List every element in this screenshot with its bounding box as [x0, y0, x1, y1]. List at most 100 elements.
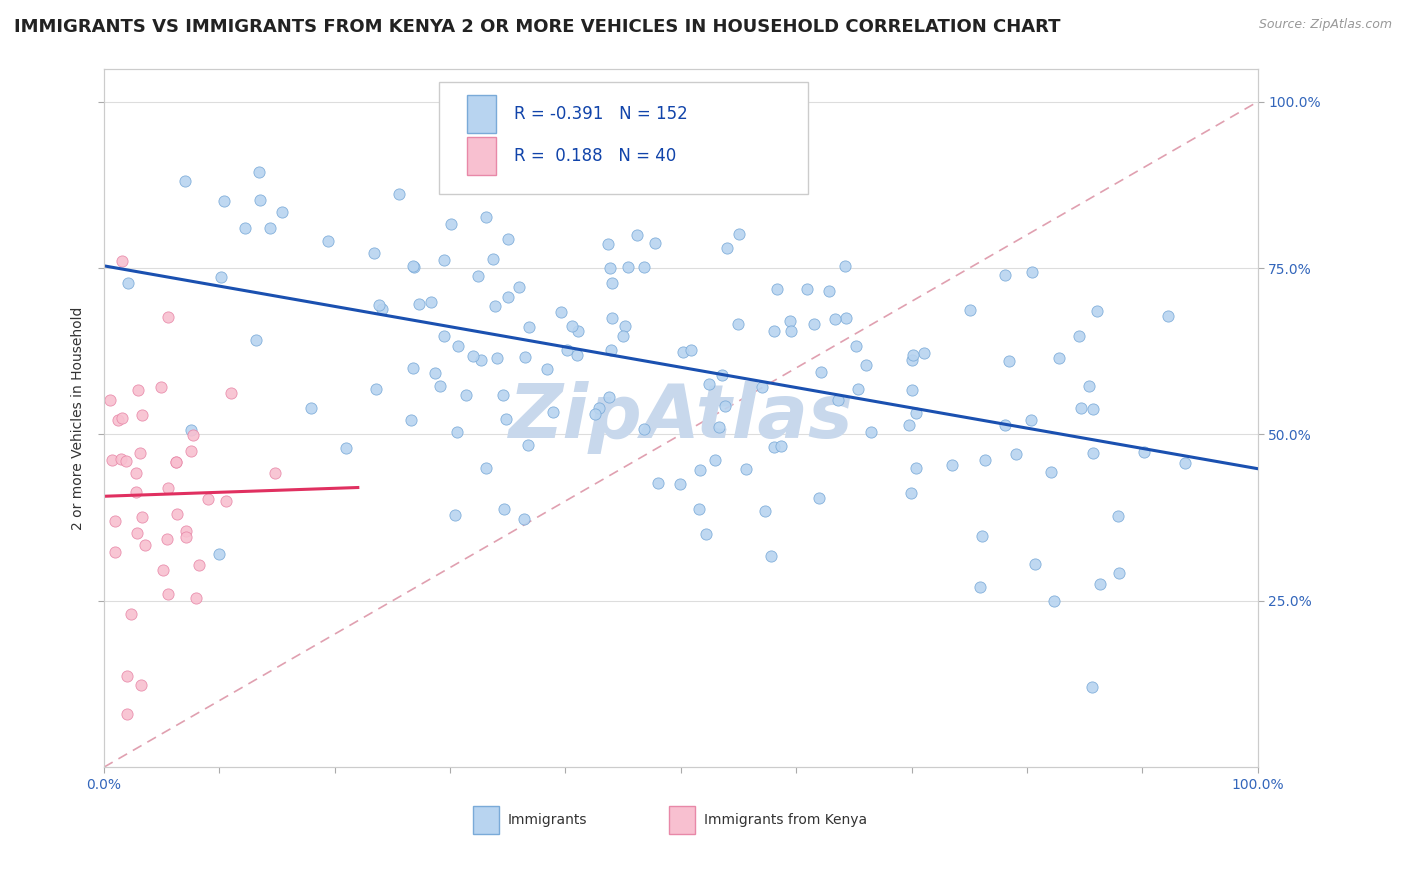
Point — [461, 349, 484, 363]
Point — [688, 502, 710, 516]
Point — [235, 221, 257, 235]
Point — [974, 453, 997, 467]
Point — [107, 413, 129, 427]
Point — [1047, 351, 1070, 365]
Point — [98, 393, 121, 408]
Point — [972, 528, 994, 542]
Point — [249, 194, 271, 208]
Point — [766, 282, 789, 296]
Point — [165, 455, 187, 469]
FancyBboxPatch shape — [474, 805, 499, 833]
Point — [104, 514, 127, 528]
Point — [156, 587, 179, 601]
Point — [818, 284, 841, 298]
Point — [180, 443, 202, 458]
Point — [613, 318, 636, 333]
Point — [904, 406, 927, 420]
Point — [633, 260, 655, 275]
Point — [150, 380, 173, 394]
Point — [174, 174, 197, 188]
FancyBboxPatch shape — [467, 95, 496, 133]
Point — [408, 297, 430, 311]
Point — [270, 205, 292, 219]
Point — [404, 260, 426, 275]
FancyBboxPatch shape — [467, 136, 496, 175]
Point — [513, 511, 536, 525]
Point — [110, 452, 132, 467]
Point — [769, 439, 792, 453]
Point — [131, 510, 153, 524]
Point — [174, 530, 197, 544]
Point — [197, 492, 219, 507]
Point — [941, 458, 963, 472]
Point — [335, 442, 357, 456]
Point — [1085, 303, 1108, 318]
Point — [215, 494, 238, 508]
Point — [617, 260, 640, 274]
Point — [209, 269, 232, 284]
Text: ZipAtlas: ZipAtlas — [509, 382, 853, 454]
Point — [713, 399, 735, 413]
Point — [803, 317, 825, 331]
Point — [174, 524, 197, 539]
Point — [695, 527, 717, 541]
Point — [508, 280, 530, 294]
Point — [600, 276, 623, 290]
Point — [612, 329, 634, 343]
Point — [796, 282, 818, 296]
Point — [496, 232, 519, 246]
Point — [1081, 401, 1104, 416]
Point — [433, 329, 456, 343]
Point — [402, 360, 425, 375]
Point — [572, 162, 595, 177]
Point — [536, 362, 558, 376]
Point — [131, 678, 153, 692]
Point — [1108, 566, 1130, 581]
Y-axis label: 2 or more Vehicles in Household: 2 or more Vehicles in Household — [72, 306, 86, 530]
Point — [859, 425, 882, 439]
Point — [565, 348, 588, 362]
Point — [1081, 681, 1104, 695]
Point — [710, 368, 733, 382]
Point — [567, 324, 589, 338]
Point — [111, 411, 134, 425]
Point — [219, 385, 242, 400]
Text: Immigrants from Kenya: Immigrants from Kenya — [704, 813, 868, 827]
Point — [115, 669, 138, 683]
Point — [388, 186, 411, 201]
Point — [727, 317, 749, 331]
Point — [707, 419, 730, 434]
Point — [484, 299, 506, 313]
Point — [429, 379, 451, 393]
Point — [541, 405, 564, 419]
Point — [602, 310, 624, 325]
Point — [728, 227, 751, 241]
Point — [475, 210, 498, 224]
Point — [117, 277, 139, 291]
Point — [152, 563, 174, 577]
Point — [555, 343, 578, 358]
Point — [447, 339, 470, 353]
Point — [401, 413, 423, 427]
Point — [456, 387, 478, 401]
Point — [363, 246, 385, 260]
Point — [994, 268, 1017, 282]
Text: Immigrants: Immigrants — [508, 813, 588, 827]
Point — [762, 440, 785, 454]
Point — [598, 390, 620, 404]
Point — [517, 320, 540, 334]
Point — [780, 324, 803, 338]
Point — [846, 382, 869, 396]
Point — [165, 455, 187, 469]
Point — [681, 343, 703, 357]
Point — [1070, 401, 1092, 415]
Point — [180, 423, 202, 437]
Point — [481, 252, 503, 266]
Point — [697, 376, 720, 391]
Point — [259, 221, 281, 235]
Point — [754, 504, 776, 518]
Point — [496, 289, 519, 303]
Point — [475, 461, 498, 475]
Point — [762, 324, 785, 338]
Point — [120, 607, 142, 622]
